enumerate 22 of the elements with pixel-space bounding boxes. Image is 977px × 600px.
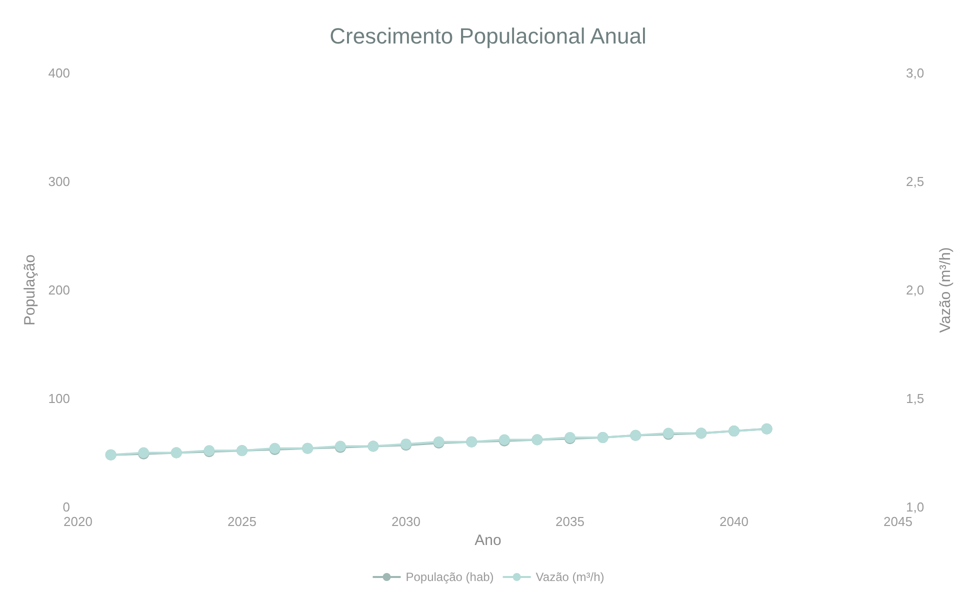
y2-tick-label: 2,5 <box>906 174 924 189</box>
y-tick-label: 100 <box>48 391 70 406</box>
y-axis-title: População <box>21 254 38 326</box>
y2-axis-title: Vazão (m³/h) <box>937 247 954 333</box>
x-tick-label: 2035 <box>556 514 584 529</box>
x-tick-label: 2040 <box>720 514 748 529</box>
y2-tick-label: 2,0 <box>906 282 924 298</box>
y-tick-label: 200 <box>48 282 70 298</box>
y2-tick-label: 3,0 <box>906 66 924 80</box>
x-tick-label: 2025 <box>228 514 256 529</box>
x-tick-label: 2045 <box>884 514 912 529</box>
legend-label: População (hab) <box>406 570 494 584</box>
y-tick-label: 300 <box>48 174 70 189</box>
x-tick-label: 2020 <box>64 514 92 529</box>
x-tick-label: 2030 <box>392 514 420 529</box>
y-tick-label: 400 <box>48 66 70 80</box>
chart-title: Crescimento Populacional Anual <box>330 24 646 48</box>
y2-tick-label: 1,0 <box>906 500 924 514</box>
y2-tick-label: 1,5 <box>906 391 924 406</box>
legend-label: Vazão (m³/h) <box>536 570 604 584</box>
y-tick-label: 0 <box>62 500 70 514</box>
x-axis-title: Ano <box>474 532 502 549</box>
